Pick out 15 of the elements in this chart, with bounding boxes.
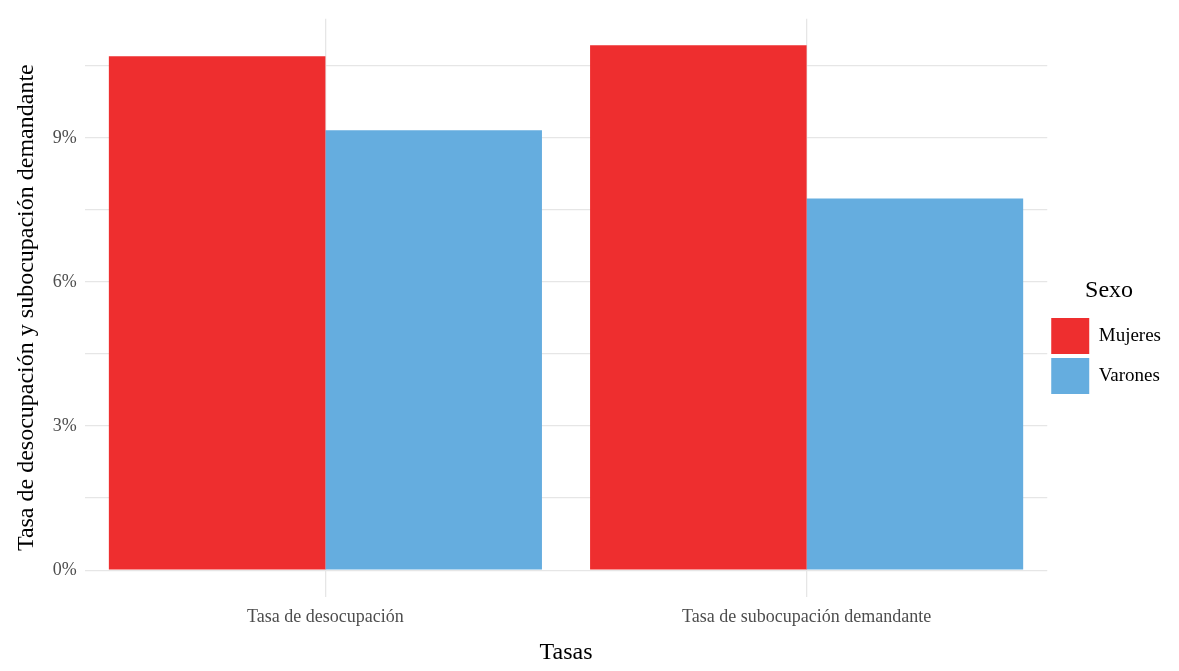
legend-label: Varones [1098, 363, 1160, 385]
legend-title: Sexo [1085, 276, 1134, 303]
bar [108, 56, 326, 570]
y-tick-label: 6% [52, 270, 77, 291]
bar [806, 198, 1024, 570]
legend-label: Mujeres [1098, 323, 1162, 345]
x-tick-label: Tasa de subocupación demandante [682, 606, 932, 627]
y-tick-label: 3% [52, 414, 77, 435]
y-axis-title: Tasa de desocupación y subocupación demandante [11, 64, 38, 552]
bar [590, 45, 807, 570]
y-tick-label: 0% [52, 558, 77, 579]
bar [325, 130, 542, 570]
x-tick-label: Tasa de desocupación [247, 606, 404, 627]
x-axis-title: Tasas [539, 637, 593, 664]
y-tick-label: 9% [52, 126, 77, 147]
